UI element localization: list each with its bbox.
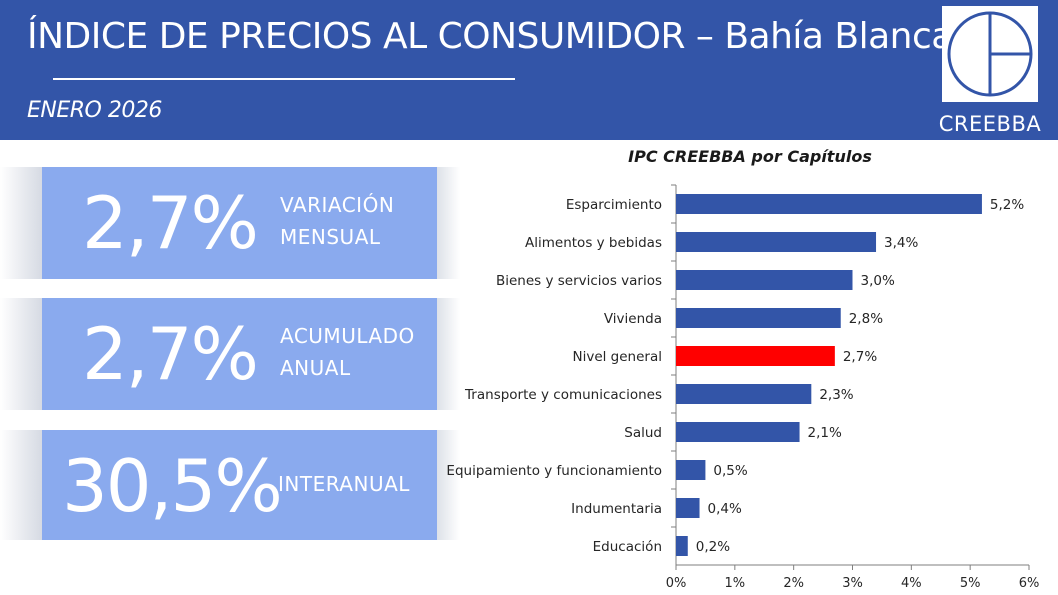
data-label: 2,7% [843, 349, 877, 365]
chart-title: IPC CREEBBA por Capítulos [628, 147, 872, 166]
stat-value: 2,7% [82, 312, 259, 396]
stat-value: 2,7% [82, 181, 259, 265]
x-tick-label: 5% [960, 576, 981, 591]
data-label: 5,2% [990, 197, 1024, 213]
creebba-logo-icon [942, 6, 1038, 102]
data-label: 0,2% [696, 539, 730, 555]
stat-card-monthly: 2,7% VARIACIÓN MENSUAL [0, 167, 460, 279]
stat-label-line2: MENSUAL [280, 225, 381, 249]
data-label: 3,0% [861, 273, 895, 289]
bar [676, 460, 706, 480]
bar [676, 194, 982, 214]
x-tick-label: 3% [842, 576, 863, 591]
x-tick-label: 1% [725, 576, 746, 591]
category-label: Bienes y servicios varios [496, 273, 662, 289]
bar [676, 536, 688, 556]
x-tick-label: 4% [901, 576, 922, 591]
bar [676, 270, 853, 290]
header-banner: ÍNDICE DE PRECIOS AL CONSUMIDOR – Bahía … [0, 0, 1058, 140]
category-label: Transporte y comunicaciones [464, 387, 662, 403]
data-label: 0,5% [713, 463, 747, 479]
x-tick-label: 6% [1019, 576, 1040, 591]
stat-label-line1: VARIACIÓN [280, 193, 395, 217]
bar [676, 346, 835, 366]
category-label: Vivienda [604, 311, 662, 327]
x-tick-label: 2% [783, 576, 804, 591]
category-label: Esparcimiento [566, 197, 662, 213]
stat-label-line1: ACUMULADO [280, 324, 415, 348]
page-title: ÍNDICE DE PRECIOS AL CONSUMIDOR – Bahía … [27, 16, 953, 57]
data-label: 2,1% [808, 425, 842, 441]
stat-value: 30,5% [62, 444, 283, 528]
bar [676, 422, 800, 442]
bar [676, 232, 877, 252]
x-tick-label: 0% [666, 576, 687, 591]
category-label: Equipamiento y funcionamiento [446, 463, 662, 479]
title-underline [53, 78, 515, 80]
data-label: 2,8% [849, 311, 883, 327]
bar-chart: 0% 1% 2% 3% 4% 5% 6% Esparcimiento 5,2% Alimentos… [446, 184, 1040, 591]
stat-label-line2: ANUAL [280, 356, 351, 380]
stat-label-line1: INTERANUAL [278, 472, 410, 496]
bar [676, 498, 700, 518]
data-label: 3,4% [884, 235, 918, 251]
category-label: Nivel general [573, 349, 663, 365]
logo-wordmark: CREEBBA [938, 112, 1042, 136]
category-label: Educación [593, 539, 662, 555]
category-label: Indumentaria [571, 501, 662, 517]
bar [676, 384, 812, 404]
stat-card-interannual: 30,5% INTERANUAL [0, 430, 460, 540]
data-label: 0,4% [708, 501, 742, 517]
period-label: ENERO 2026 [27, 98, 162, 123]
data-label: 2,3% [819, 387, 853, 403]
category-label: Alimentos y bebidas [525, 235, 662, 251]
stat-card-accumulated: 2,7% ACUMULADO ANUAL [0, 298, 460, 410]
bar [676, 308, 841, 328]
category-label: Salud [624, 425, 662, 441]
